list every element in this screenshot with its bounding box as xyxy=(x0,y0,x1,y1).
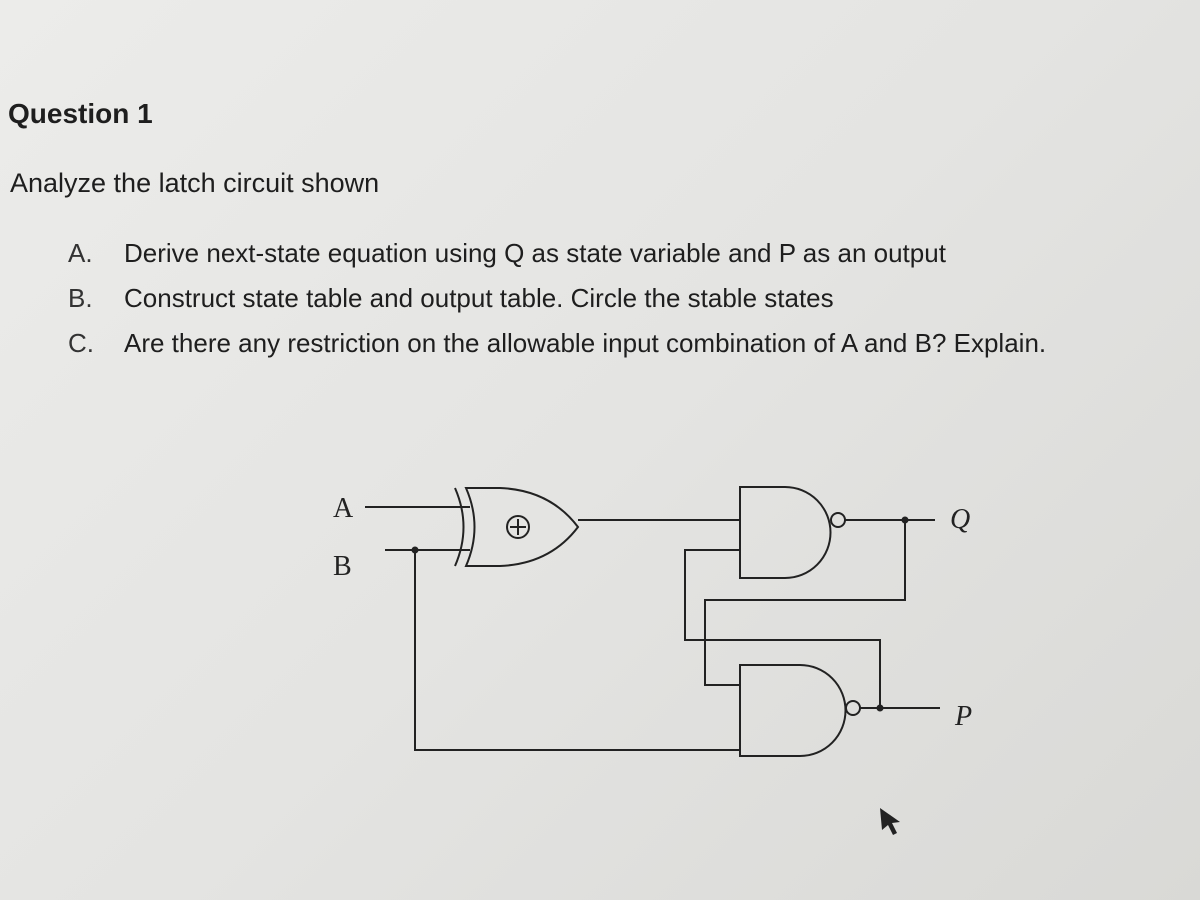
nand-bubble xyxy=(830,512,846,528)
input-label: B xyxy=(333,551,352,582)
question-item: C. Are there any restriction on the allow… xyxy=(68,328,1046,359)
item-text: Are there any restriction on the allowab… xyxy=(124,328,1047,358)
output-label: Q xyxy=(950,504,970,535)
xor-symbol xyxy=(506,515,530,539)
question-item: B. Construct state table and output table… xyxy=(68,283,834,314)
xor-gate xyxy=(464,487,580,567)
xor-symbol xyxy=(510,519,526,535)
item-marker: B. xyxy=(68,283,93,313)
mouse-cursor xyxy=(880,808,900,835)
nand-gate xyxy=(739,664,847,757)
question-prompt: Analyze the latch circuit shown xyxy=(10,168,380,198)
item-marker: A. xyxy=(68,238,93,268)
item-marker: C. xyxy=(68,328,94,358)
feedback-wire xyxy=(684,549,881,708)
item-text: Derive next-state equation using Q as st… xyxy=(124,238,946,268)
nand-bubble xyxy=(845,700,861,716)
output-label: P xyxy=(954,701,972,732)
xor-back xyxy=(454,487,465,567)
question-title: Question 1 xyxy=(8,98,153,129)
junction xyxy=(411,546,419,554)
item-text: Construct state table and output table. … xyxy=(124,283,834,313)
input-label: A xyxy=(333,493,354,524)
nand-gate xyxy=(739,486,832,579)
wire xyxy=(365,506,740,751)
question-item: A. Derive next-state equation using Q as … xyxy=(68,238,946,269)
feedback-wire xyxy=(704,520,906,686)
